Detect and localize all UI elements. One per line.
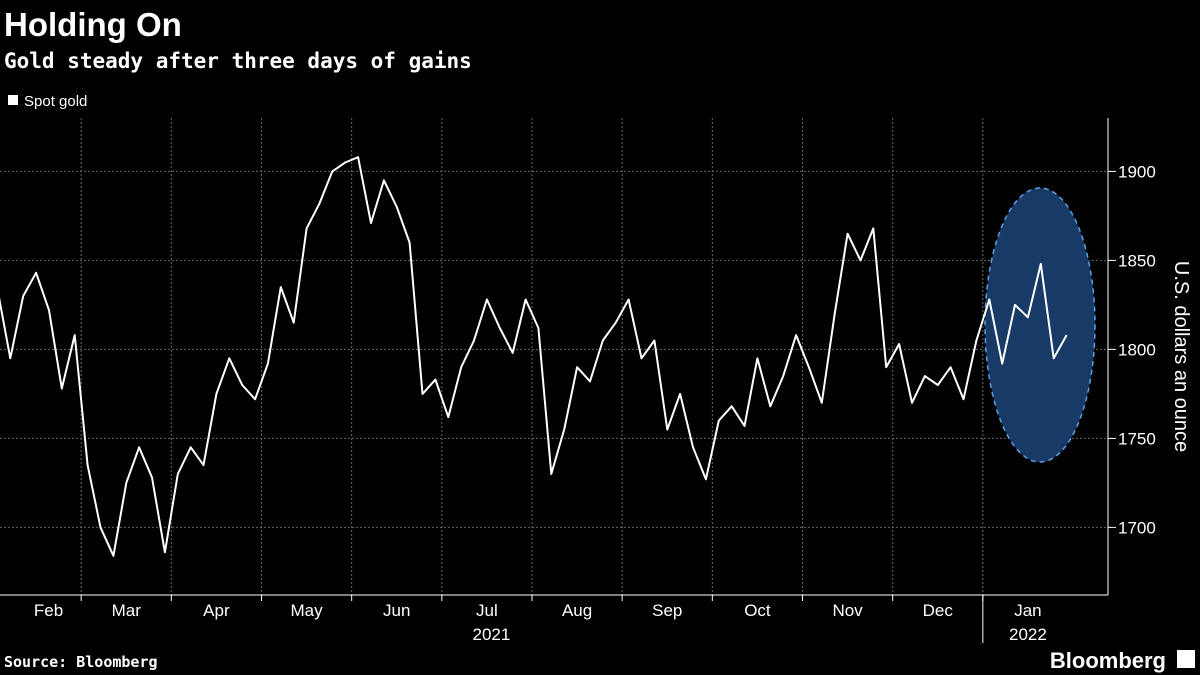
brand-icon <box>1177 650 1195 668</box>
x-tick-label: Jul <box>476 601 498 620</box>
x-tick-label: May <box>291 601 324 620</box>
legend-label: Spot gold <box>24 93 87 110</box>
y-tick-label: 1700 <box>1118 518 1156 537</box>
y-tick-label: 1750 <box>1118 429 1156 448</box>
x-tick-label: Feb <box>34 601 63 620</box>
x-tick-label: Nov <box>832 601 863 620</box>
highlight-ellipse <box>984 187 1096 463</box>
x-tick-label: Jun <box>383 601 410 620</box>
x-year-label: 2021 <box>473 625 511 644</box>
source: Source: Bloomberg <box>4 653 158 671</box>
y-tick-label: 1850 <box>1118 251 1156 270</box>
y-tick-label: 1800 <box>1118 340 1156 359</box>
x-year-label: 2022 <box>1009 625 1047 644</box>
x-tick-label: Mar <box>112 601 142 620</box>
x-tick-label: Oct <box>744 601 771 620</box>
x-tick-label: Aug <box>562 601 592 620</box>
series-line <box>0 156 1068 557</box>
brand: Bloomberg <box>1050 648 1166 673</box>
x-tick-label: Sep <box>652 601 682 620</box>
chart-title: Holding On <box>4 6 182 43</box>
x-tick-label: Dec <box>923 601 954 620</box>
y-axis-label: U.S. dollars an ounce <box>1170 261 1192 452</box>
legend-swatch <box>8 95 18 105</box>
chart-subtitle: Gold steady after three days of gains <box>4 49 472 73</box>
x-tick-label: Jan <box>1014 601 1041 620</box>
x-tick-label: Apr <box>203 601 230 620</box>
y-tick-label: 1900 <box>1118 162 1156 181</box>
